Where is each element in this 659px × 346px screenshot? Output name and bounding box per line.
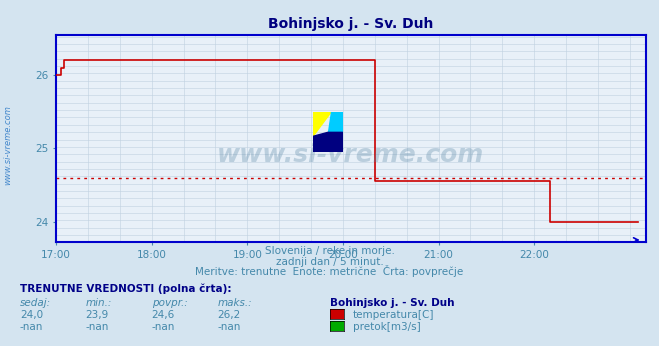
Title: Bohinjsko j. - Sv. Duh: Bohinjsko j. - Sv. Duh (268, 17, 434, 31)
Text: min.:: min.: (86, 298, 112, 308)
Text: 24,6: 24,6 (152, 310, 175, 320)
Text: TRENUTNE VREDNOSTI (polna črta):: TRENUTNE VREDNOSTI (polna črta): (20, 284, 231, 294)
Text: 23,9: 23,9 (86, 310, 109, 320)
Text: -nan: -nan (20, 322, 43, 333)
Text: Bohinjsko j. - Sv. Duh: Bohinjsko j. - Sv. Duh (330, 298, 454, 308)
Text: zadnji dan / 5 minut.: zadnji dan / 5 minut. (275, 257, 384, 267)
Text: sedaj:: sedaj: (20, 298, 51, 308)
Text: Slovenija / reke in morje.: Slovenija / reke in morje. (264, 246, 395, 256)
Text: 24,0: 24,0 (20, 310, 43, 320)
Text: maks.:: maks.: (217, 298, 252, 308)
Text: pretok[m3/s]: pretok[m3/s] (353, 322, 420, 333)
Text: www.si-vreme.com: www.si-vreme.com (3, 106, 13, 185)
Text: Meritve: trenutne  Enote: metrične  Črta: povprečje: Meritve: trenutne Enote: metrične Črta: … (195, 265, 464, 277)
Text: povpr.:: povpr.: (152, 298, 187, 308)
Polygon shape (328, 112, 343, 132)
Text: 26,2: 26,2 (217, 310, 241, 320)
Text: -nan: -nan (86, 322, 109, 333)
Text: -nan: -nan (152, 322, 175, 333)
Text: www.si-vreme.com: www.si-vreme.com (217, 143, 484, 167)
Text: -nan: -nan (217, 322, 241, 333)
Polygon shape (313, 112, 331, 136)
Polygon shape (313, 132, 343, 152)
Text: temperatura[C]: temperatura[C] (353, 310, 434, 320)
